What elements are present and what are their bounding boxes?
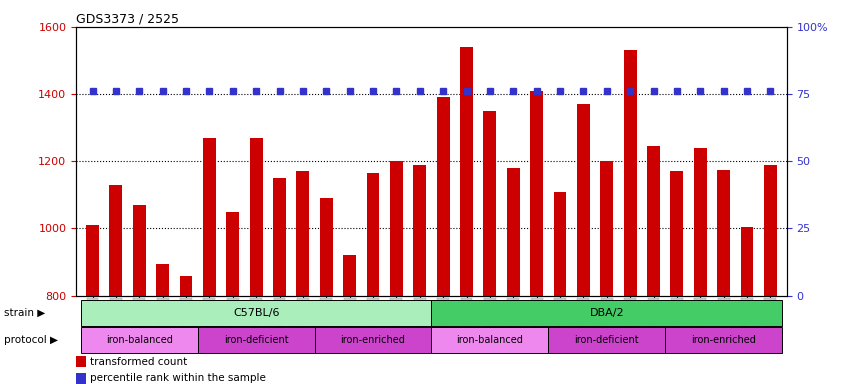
Bar xyxy=(179,276,192,296)
Text: protocol ▶: protocol ▶ xyxy=(4,335,58,345)
Bar xyxy=(320,198,332,296)
Bar xyxy=(76,373,86,384)
Bar xyxy=(740,227,754,296)
Bar xyxy=(717,170,730,296)
Bar xyxy=(437,98,449,296)
Bar xyxy=(86,225,99,296)
Text: transformed count: transformed count xyxy=(90,357,187,367)
Bar xyxy=(624,50,636,296)
Bar xyxy=(296,171,310,296)
Bar xyxy=(671,171,684,296)
Bar xyxy=(647,146,660,296)
Bar xyxy=(133,205,146,296)
Bar xyxy=(227,212,239,296)
Text: strain ▶: strain ▶ xyxy=(4,308,46,318)
Text: iron-enriched: iron-enriched xyxy=(341,335,405,345)
Text: iron-balanced: iron-balanced xyxy=(106,335,173,345)
Text: percentile rank within the sample: percentile rank within the sample xyxy=(90,374,266,384)
Bar xyxy=(414,165,426,296)
Bar xyxy=(157,264,169,296)
Bar xyxy=(548,327,665,353)
Text: DBA/2: DBA/2 xyxy=(590,308,624,318)
Bar xyxy=(665,327,782,353)
Bar xyxy=(694,148,706,296)
Bar xyxy=(431,327,548,353)
Text: GDS3373 / 2525: GDS3373 / 2525 xyxy=(76,13,179,26)
Bar xyxy=(81,300,431,326)
Bar xyxy=(431,300,782,326)
Bar xyxy=(553,192,567,296)
Bar xyxy=(109,185,123,296)
Bar xyxy=(250,138,262,296)
Bar xyxy=(315,327,431,353)
Text: iron-deficient: iron-deficient xyxy=(574,335,639,345)
Bar xyxy=(76,356,86,367)
Bar xyxy=(198,327,315,353)
Bar xyxy=(764,165,777,296)
Bar xyxy=(577,104,590,296)
Bar xyxy=(273,178,286,296)
Bar xyxy=(460,47,473,296)
Text: iron-enriched: iron-enriched xyxy=(691,335,756,345)
Bar xyxy=(343,255,356,296)
Bar xyxy=(366,173,380,296)
Text: iron-deficient: iron-deficient xyxy=(224,335,288,345)
Bar xyxy=(203,138,216,296)
Bar xyxy=(507,168,519,296)
Bar xyxy=(530,91,543,296)
Text: iron-balanced: iron-balanced xyxy=(457,335,524,345)
Text: C57BL/6: C57BL/6 xyxy=(233,308,279,318)
Bar xyxy=(601,161,613,296)
Bar xyxy=(81,327,198,353)
Bar xyxy=(483,111,497,296)
Bar xyxy=(390,161,403,296)
